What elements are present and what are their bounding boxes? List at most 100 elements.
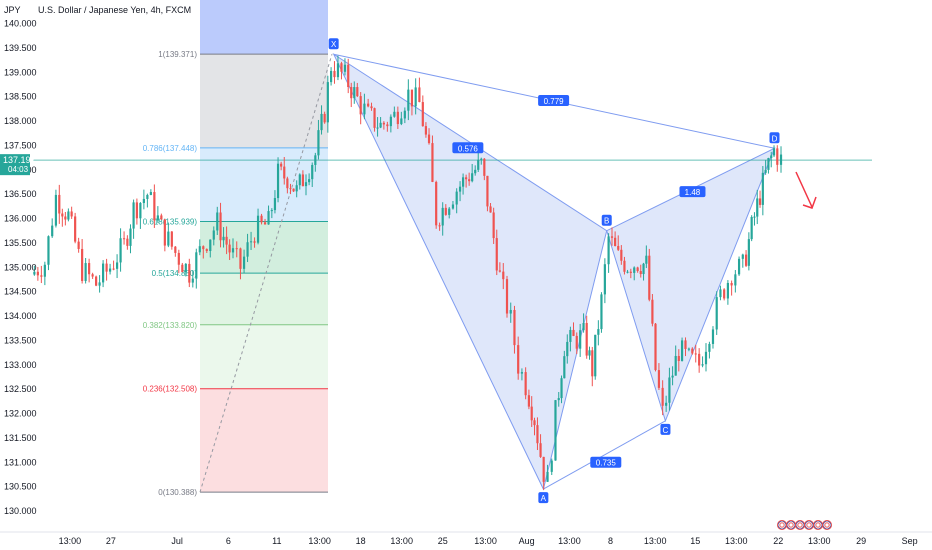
candle-body: [468, 179, 471, 182]
candle-body: [723, 289, 726, 299]
candle-body: [170, 231, 173, 247]
candle-body: [64, 216, 67, 220]
fib-level-label: 0.382(133.820): [143, 321, 198, 330]
candle-body: [448, 208, 451, 215]
candle-body: [668, 377, 671, 403]
candle-body: [135, 202, 138, 219]
candle-body: [502, 271, 505, 280]
candle-body: [569, 329, 572, 342]
candle-body: [382, 122, 385, 125]
x-axis-tick-label: 27: [106, 536, 116, 546]
candle-body: [444, 207, 447, 215]
candle-body: [642, 263, 645, 275]
candle-body: [680, 340, 684, 361]
pattern-labels: X A B C D 0.779 0.576 1.48 0.735: [328, 38, 817, 504]
candle-body: [386, 124, 389, 127]
candle-body: [753, 216, 756, 218]
candle-body: [286, 178, 289, 189]
candle-body: [292, 188, 295, 192]
x-axis-tick-label: 13:00: [390, 536, 413, 546]
candle-body: [347, 64, 350, 88]
ratio-marker: [452, 142, 484, 154]
candle-body: [146, 194, 149, 199]
candle-body: [174, 246, 177, 253]
candle-body: [767, 158, 770, 170]
y-axis-tick-label: 136.500: [4, 189, 37, 199]
candle-body: [184, 263, 187, 273]
candle-body: [603, 264, 606, 295]
ac-line: [543, 420, 666, 490]
candle-body: [308, 179, 311, 183]
fib-trend-line: [199, 54, 333, 493]
candle-body: [260, 215, 263, 223]
candle-body: [438, 225, 441, 227]
y-axis-tick-label: 130.000: [4, 506, 37, 516]
candle-body: [126, 238, 129, 246]
x-axis-tick-label: 13:00: [644, 536, 667, 546]
y-axis-tick-label: 137.500: [4, 140, 37, 150]
ratio-label: 0.576: [458, 144, 479, 153]
candle-body: [142, 198, 145, 204]
ratio-label: 0.735: [596, 459, 617, 468]
pattern-point-label: C: [663, 426, 669, 435]
candle-body: [198, 246, 201, 253]
candle-body: [536, 425, 539, 444]
down-arrow-icon: [795, 171, 813, 208]
candle-body: [483, 158, 486, 176]
candle-body: [620, 249, 623, 261]
candle-body: [228, 244, 231, 253]
candle-body: [524, 372, 527, 396]
candle-body: [304, 182, 308, 187]
candle-body: [698, 353, 701, 366]
candle-body: [256, 215, 260, 243]
candle-body: [492, 212, 495, 239]
pattern-point-marker: [328, 38, 339, 50]
y-axis-tick-label: 131.000: [4, 457, 37, 467]
ratio-label: 0.779: [544, 97, 565, 106]
candle-body: [639, 271, 642, 275]
price-tag: [0, 154, 30, 176]
candle-body: [108, 268, 112, 272]
x-axis-tick-label: 18: [356, 536, 366, 546]
candle-body: [314, 155, 317, 165]
candle-body: [572, 329, 575, 336]
chart-title: U.S. Dollar / Japanese Yen, 4h, FXCM: [38, 5, 192, 15]
candle-body: [730, 282, 733, 286]
event-flag-icon[interactable]: [822, 520, 832, 530]
y-axis-tick-label: 132.500: [4, 384, 37, 394]
candle-body: [205, 249, 208, 252]
economic-events[interactable]: [777, 520, 832, 530]
candle-body: [122, 238, 126, 240]
fib-level-label: 0.786(137.448): [143, 144, 198, 153]
x-axis-tick-label: 8: [608, 536, 613, 546]
candle-body: [451, 204, 455, 209]
candle-body: [246, 242, 249, 257]
candle-body: [267, 211, 270, 225]
candle-body: [633, 267, 636, 273]
y-axis-tick-label: 139.500: [4, 43, 37, 53]
y-axis-tick-label: 132.000: [4, 409, 37, 419]
y-axis-tick-label: 140.000: [4, 19, 37, 29]
candle-body: [177, 252, 180, 265]
candle-body: [691, 348, 694, 354]
candle-body: [758, 198, 762, 205]
candle-body: [333, 70, 336, 78]
y-axis-tick-label: 133.000: [4, 360, 37, 370]
candle-body: [550, 460, 553, 472]
candle-body: [520, 372, 524, 374]
candle-body: [474, 169, 477, 174]
candle-body: [772, 148, 776, 156]
candle-body: [719, 289, 722, 298]
candle-body: [88, 263, 91, 275]
candle-body: [396, 111, 399, 125]
candle-body: [684, 340, 687, 349]
candle-body: [747, 239, 750, 266]
candle-body: [607, 236, 610, 265]
fib-extension-zone: [200, 0, 328, 55]
candle-body: [726, 282, 729, 299]
y-axis-tick-label: 135.000: [4, 262, 37, 272]
candle-body: [317, 130, 320, 156]
candle-body: [671, 375, 674, 378]
candle-body: [283, 166, 286, 179]
